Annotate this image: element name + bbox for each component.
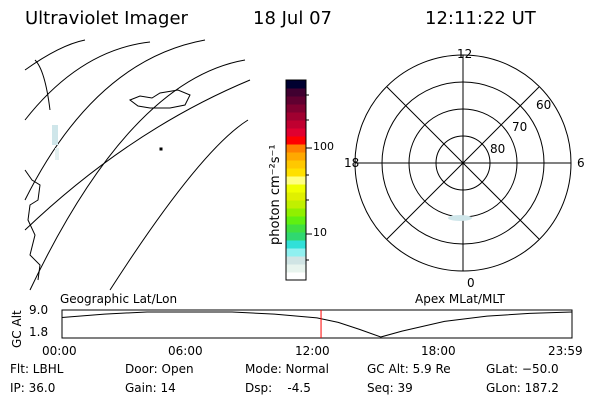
colorbar-band <box>286 200 306 209</box>
colorbar-band <box>286 224 306 233</box>
info-field: IP: 36.0 <box>10 381 56 395</box>
alt-ytick: 1.8 <box>29 325 49 339</box>
info-field: Flt: LBHL <box>10 362 64 376</box>
colorbar-band <box>286 160 306 169</box>
alt-xtick: 06:00 <box>168 344 203 358</box>
info-field: GLon: 187.2 <box>486 381 559 395</box>
mlt-label: 0 <box>467 276 475 290</box>
colorbar-band <box>286 248 306 257</box>
colorbar-band <box>286 152 306 161</box>
colorbar-band <box>286 104 306 113</box>
colorbar-band <box>286 80 306 89</box>
colorbar <box>286 80 306 281</box>
info-field: Seq: 39 <box>367 381 413 395</box>
geographic-map <box>24 39 251 291</box>
colorbar-band <box>286 120 306 129</box>
lat-label: 60 <box>536 98 552 112</box>
colorbar-tick: 10 <box>313 226 327 239</box>
colorbar-band <box>286 96 306 105</box>
colorbar-ticks <box>306 94 312 261</box>
info-field: Mode: Normal <box>245 362 329 376</box>
date: 18 Jul 07 <box>253 8 332 29</box>
colorbar-band <box>286 184 306 193</box>
altitude-chart <box>61 309 573 339</box>
colorbar-band <box>286 208 306 217</box>
info-field: Dsp: -4.5 <box>245 381 311 395</box>
colorbar-band <box>286 264 306 273</box>
alt-xtick: 23:59 <box>548 344 583 358</box>
colorbar-band <box>286 144 306 153</box>
alt-ylabel: GC Alt <box>10 310 24 348</box>
coastline <box>24 169 41 281</box>
alt-ytick: 9.0 <box>29 303 49 317</box>
alt-xtick: 18:00 <box>421 344 456 358</box>
colorbar-band <box>286 112 306 121</box>
colorbar-tick: 100 <box>313 140 334 153</box>
alt-xtick: 00:00 <box>42 344 77 358</box>
colorbar-band <box>286 128 306 137</box>
alt-xtick: 12:00 <box>295 344 330 358</box>
mlt-label: 18 <box>344 156 360 170</box>
colorbar-frame <box>285 79 307 281</box>
lat-label: 70 <box>512 120 528 134</box>
left-panel-label: Geographic Lat/Lon <box>60 292 178 306</box>
colorbar-band <box>286 168 306 177</box>
right-panel-label: Apex MLat/MLT <box>415 292 505 306</box>
island <box>128 89 191 109</box>
colorbar-band <box>286 256 306 265</box>
colorbar-band <box>286 192 306 201</box>
colorbar-band <box>286 216 306 225</box>
colorbar-band <box>286 240 306 249</box>
colorbar-band <box>286 232 306 241</box>
mlt-label: 6 <box>577 156 585 170</box>
mlt-label: 12 <box>457 47 473 61</box>
time: 12:11:22 UT <box>425 8 536 29</box>
info-field: Door: Open <box>125 362 194 376</box>
colorbar-band <box>286 88 306 97</box>
title: Ultraviolet Imager <box>25 8 188 29</box>
colorbar-band <box>286 176 306 185</box>
lat-label: 80 <box>490 142 506 156</box>
polar-plot <box>354 54 572 272</box>
info-field: Gain: 14 <box>125 381 176 395</box>
colorbar-band <box>286 136 306 145</box>
colorbar-label: photon cm⁻²s⁻¹ <box>268 144 283 245</box>
info-field: GC Alt: 5.9 Re <box>367 362 451 376</box>
colorbar-band <box>286 272 306 281</box>
altitude-series <box>61 311 573 338</box>
info-field: GLat: −50.0 <box>486 362 559 376</box>
